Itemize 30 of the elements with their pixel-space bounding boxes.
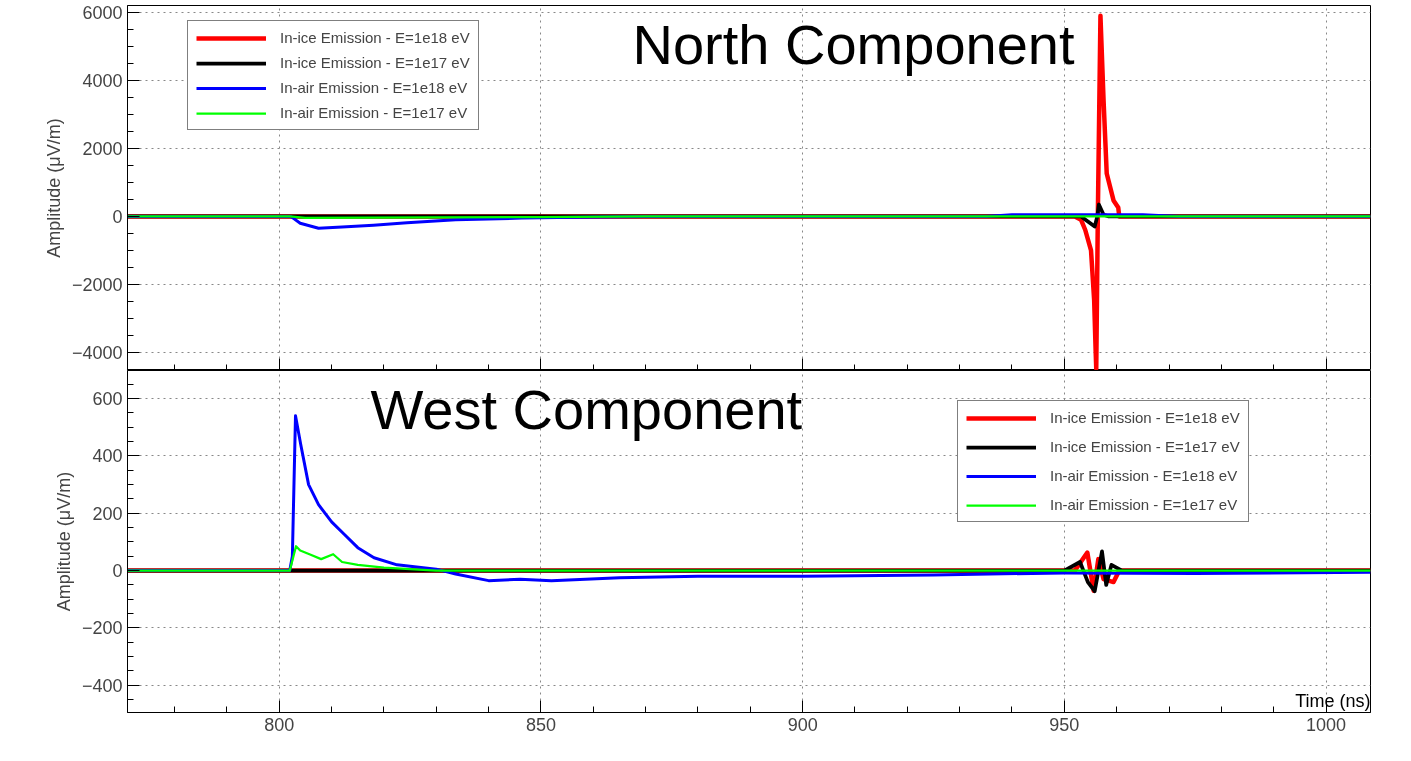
y-tick-label: 0 <box>112 561 123 582</box>
y-tick-label: 0 <box>112 206 123 227</box>
y-tick-label: −400 <box>81 675 123 696</box>
legend-label: In-ice Emission - E=1e18 eV <box>1050 409 1240 426</box>
y-axis-title: Amplitude (μV/m) <box>43 118 64 258</box>
y-tick-label: −4000 <box>71 342 123 363</box>
x-tick-label: 800 <box>264 714 295 735</box>
y-tick-label: 400 <box>92 446 123 467</box>
y-tick-label: 600 <box>92 389 123 410</box>
y-tick-label: 4000 <box>82 70 123 91</box>
chart-title: West Component <box>370 377 803 441</box>
x-tick-label: 850 <box>525 714 556 735</box>
x-tick-label: 900 <box>787 714 818 735</box>
y-tick-label: 200 <box>92 503 123 524</box>
legend-label: In-air Emission - E=1e17 eV <box>280 104 468 121</box>
legend-label: In-air Emission - E=1e18 eV <box>1050 467 1238 484</box>
legend-label: In-air Emission - E=1e18 eV <box>280 79 468 96</box>
legend-label: In-ice Emission - E=1e17 eV <box>280 54 470 71</box>
y-axis-title: Amplitude (μV/m) <box>53 471 74 612</box>
y-tick-label: 6000 <box>82 2 123 23</box>
y-tick-label: −2000 <box>71 274 123 295</box>
legend-label: In-ice Emission - E=1e18 eV <box>280 29 470 46</box>
legend-label: In-air Emission - E=1e17 eV <box>1050 496 1238 513</box>
y-tick-label: −200 <box>81 618 123 639</box>
x-axis-title: Time (ns) <box>1295 690 1371 711</box>
chart-title: North Component <box>632 12 1075 76</box>
x-tick-label: 950 <box>1049 714 1080 735</box>
y-tick-label: 2000 <box>82 138 123 159</box>
x-tick-label: 1000 <box>1305 714 1347 735</box>
legend-label: In-ice Emission - E=1e17 eV <box>1050 438 1240 455</box>
